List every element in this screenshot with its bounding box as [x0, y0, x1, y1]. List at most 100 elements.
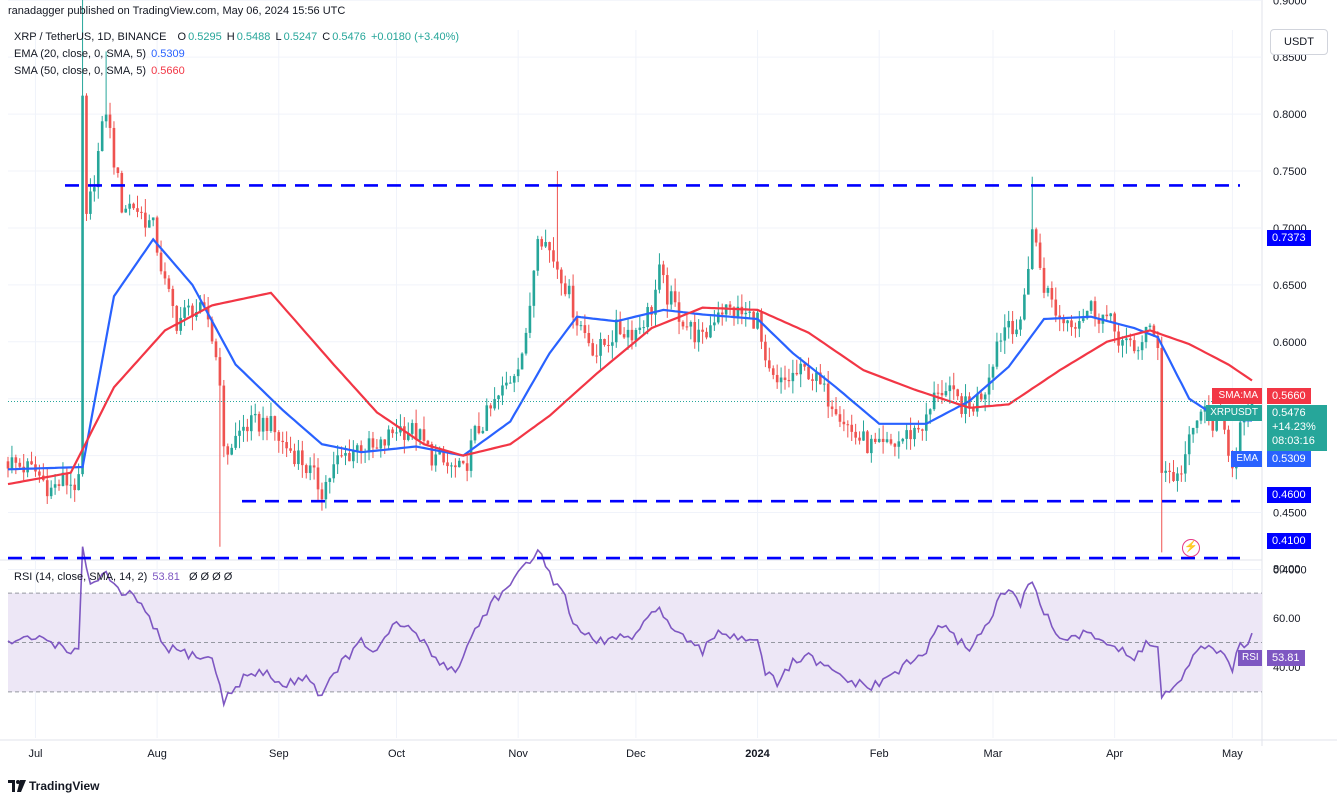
candle-body: [607, 344, 610, 346]
price-tick-label: 0.8000: [1273, 109, 1307, 121]
candle-body: [1148, 325, 1152, 327]
candle-body: [995, 341, 999, 367]
candle-body: [501, 385, 504, 396]
candle-body: [936, 392, 940, 394]
candle-body: [65, 472, 69, 486]
candle-body: [26, 461, 29, 473]
candle-body: [1136, 350, 1140, 352]
support-price-tag-2: 0.4100: [1267, 533, 1311, 549]
tradingview-brand: TradingView: [29, 779, 100, 793]
candle-body: [261, 417, 265, 432]
candle-body: [1023, 294, 1026, 320]
legend-symbol-row: XRP / TetherUS, 1D, BINANCE O 0.5295 H 0.5…: [14, 31, 461, 43]
alert-icon[interactable]: ⚡: [1182, 539, 1200, 557]
candle-body: [744, 312, 748, 315]
candle-body: [858, 437, 861, 441]
candle-body: [697, 329, 700, 343]
candle-body: [108, 114, 112, 128]
sma-value-tag: 0.5660: [1267, 388, 1311, 404]
candle-body: [795, 372, 799, 375]
candle-body: [312, 465, 316, 468]
candle-body: [497, 395, 500, 400]
candle-body: [155, 217, 159, 253]
candle-body: [877, 438, 881, 442]
price-tick-label: 0.6500: [1273, 280, 1307, 292]
currency-button[interactable]: USDT: [1270, 29, 1328, 55]
candle-body: [100, 121, 104, 152]
candle-body: [1089, 301, 1093, 311]
candle-body: [183, 307, 186, 318]
bar-countdown: 08:03:16: [1272, 435, 1315, 447]
candle-body: [654, 289, 657, 315]
candle-body: [477, 425, 481, 434]
candle-body: [124, 208, 128, 213]
candle-body: [811, 379, 814, 381]
legend-rsi-label: RSI (14, close, SMA, 14, 2): [14, 571, 148, 583]
candle-body: [120, 173, 124, 213]
candle-body: [1164, 470, 1167, 473]
candle-body: [940, 392, 944, 396]
candle-body: [665, 275, 669, 305]
candle-body: [116, 167, 120, 174]
candle-body: [1129, 338, 1132, 341]
candle-body: [210, 319, 214, 342]
candle-body: [1042, 267, 1046, 293]
candle-body: [563, 283, 567, 295]
candle-body: [14, 457, 18, 463]
moving-averages: [7, 237, 1253, 486]
candle-body: [838, 414, 842, 422]
candle-body: [567, 285, 571, 295]
candle-body: [917, 427, 920, 430]
candle-body: [340, 455, 343, 457]
candle-body: [395, 432, 398, 434]
candle-body: [171, 288, 175, 306]
candle-body: [862, 431, 865, 441]
candle-body: [81, 95, 84, 475]
candle-body: [187, 305, 190, 308]
ema-name-tag: EMA: [1231, 451, 1262, 467]
candle-body: [473, 425, 477, 441]
candle-body: [1227, 429, 1230, 456]
rsi-value-tag: 53.81: [1267, 650, 1305, 666]
candle-body: [614, 319, 618, 343]
candle-body: [77, 474, 80, 491]
candle-body: [1156, 335, 1160, 348]
candle-body: [320, 489, 324, 500]
candle-body: [1187, 434, 1191, 455]
candle-body: [450, 465, 453, 467]
candle-body: [442, 451, 445, 463]
candle-body: [850, 424, 854, 432]
candle-body: [89, 191, 92, 214]
candle-body: [222, 385, 226, 447]
candle-body: [638, 327, 642, 330]
candle-body: [1050, 287, 1054, 300]
candle-body: [921, 429, 924, 431]
candle-body: [403, 426, 406, 440]
candle-body: [359, 445, 363, 452]
candle-body: [826, 383, 830, 407]
candle-body: [775, 374, 779, 383]
candle-body: [324, 481, 328, 500]
candle-body: [799, 363, 803, 375]
candle-body: [646, 307, 649, 328]
candle-body: [1019, 319, 1022, 330]
rsi-tick-label: 80.00: [1273, 563, 1301, 575]
candle-body: [1238, 422, 1242, 453]
legend-ema-row: EMA (20, close, 0, SMA, 5) 0.5309: [14, 48, 187, 60]
candle-body: [556, 261, 559, 270]
rsi-name-tag: RSI: [1238, 650, 1262, 666]
price-tick-label: 0.9000: [1273, 0, 1307, 7]
candle-body: [387, 429, 390, 446]
publisher-line: ranadagger published on TradingView.com,…: [8, 5, 346, 17]
time-tick-label: Oct: [388, 748, 405, 760]
legend-l-label: L: [275, 31, 282, 43]
candle-body: [787, 379, 791, 382]
candle-body: [281, 440, 285, 443]
candle-body: [552, 250, 555, 262]
candle-body: [983, 394, 987, 400]
candle-body: [760, 312, 763, 342]
candle-body: [512, 376, 516, 383]
candle-body: [1121, 340, 1124, 346]
candle-body: [771, 368, 775, 375]
